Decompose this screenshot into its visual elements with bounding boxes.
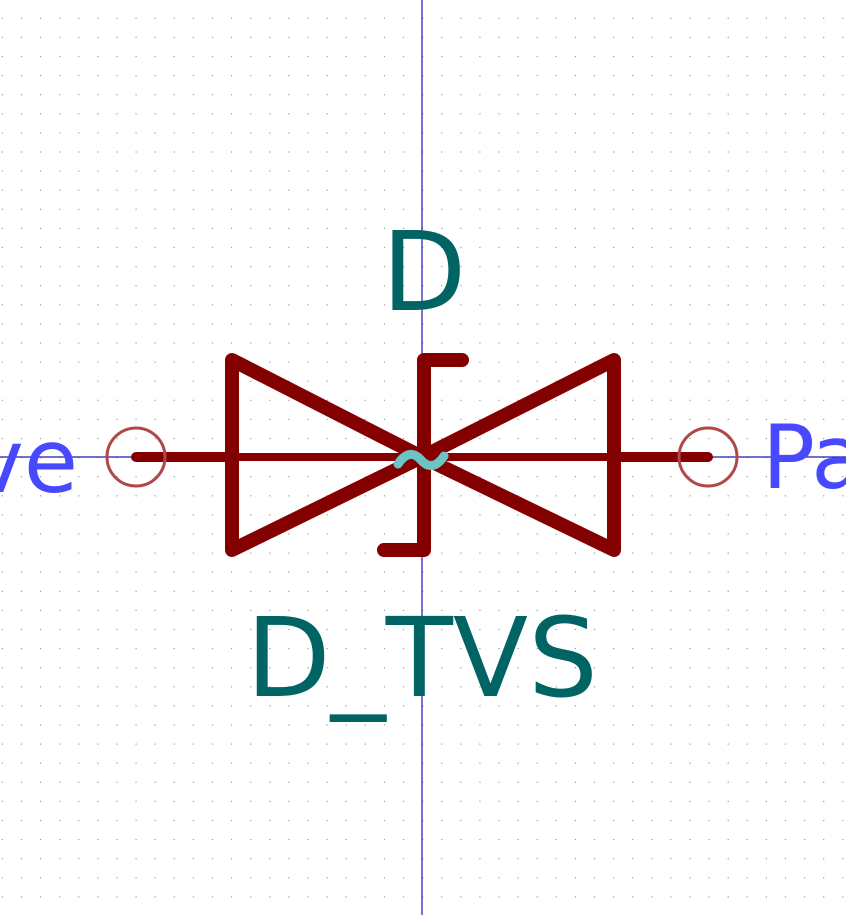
right-diode-triangle — [415, 353, 621, 557]
value-field[interactable]: D_TVS — [246, 594, 598, 722]
pin-left-name: ve — [0, 410, 78, 513]
tilde-icon — [393, 450, 449, 470]
pin-right-name: Pa — [762, 406, 846, 509]
pin-end-circle-icon[interactable] — [105, 426, 167, 488]
reference-field[interactable]: D — [382, 208, 467, 336]
cathode-bar — [377, 353, 469, 557]
left-diode-triangle — [225, 353, 429, 557]
pin-end-circle-icon[interactable] — [677, 426, 739, 488]
grid — [1, 17, 844, 898]
tvs-diode-body[interactable] — [225, 353, 621, 557]
